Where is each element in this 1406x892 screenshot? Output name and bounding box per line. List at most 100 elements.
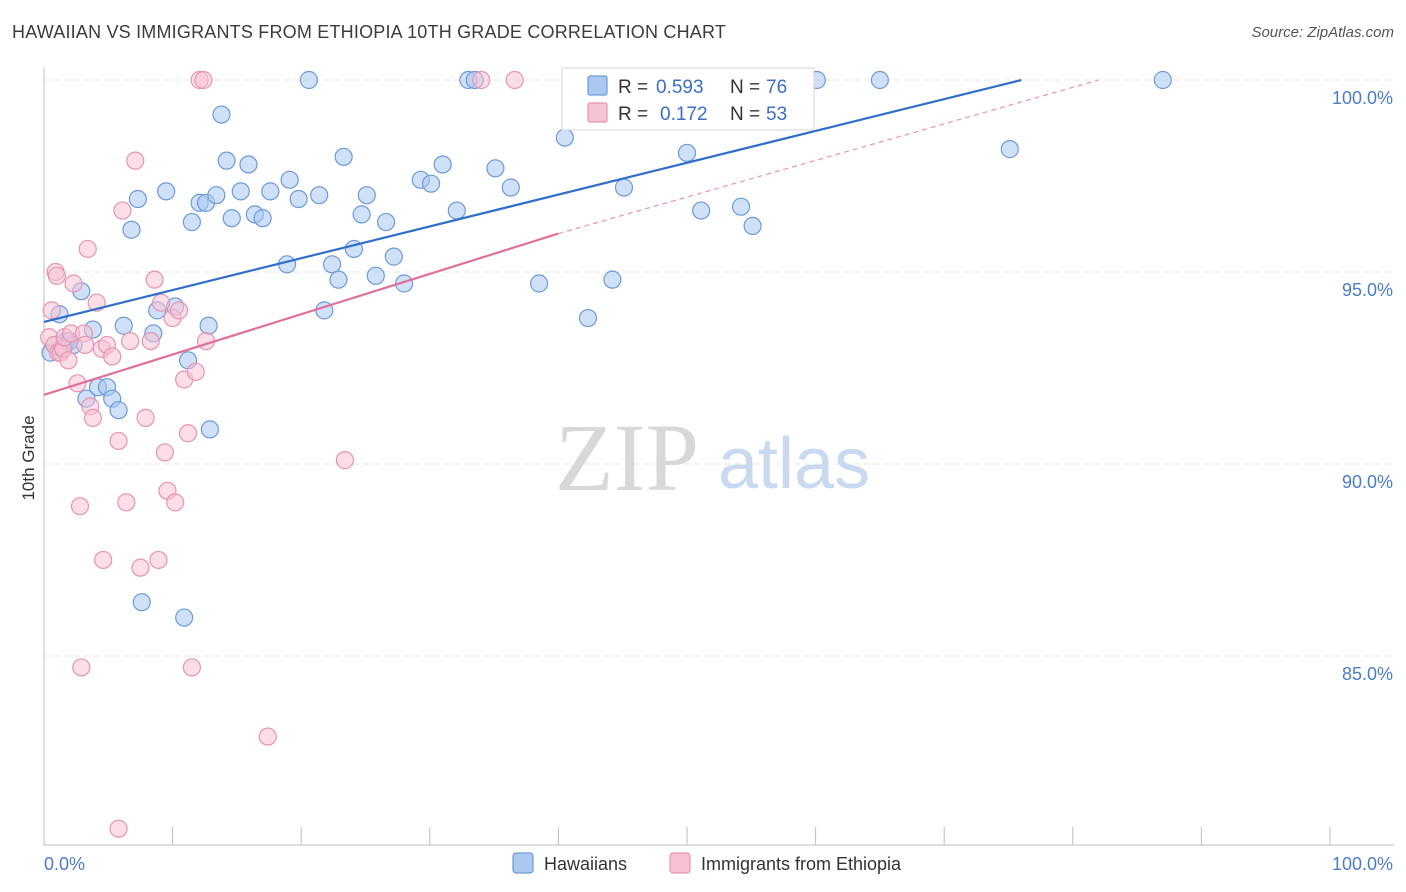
ethiopia-point (186, 362, 205, 381)
series-legend: Hawaiians Immigrants from Ethiopia (512, 852, 902, 874)
hawaiians-point (280, 170, 299, 189)
hawaiians-point (217, 151, 236, 170)
hawaiians-point (128, 189, 147, 209)
ethiopia-point (109, 819, 128, 838)
ethiopia-point (145, 270, 164, 289)
hawaiians-point (578, 308, 598, 328)
hawaiians-point (222, 209, 241, 228)
ethiopia-point (335, 451, 355, 470)
legend-n-value-1: 53 (766, 104, 787, 125)
hawaiians-point (239, 155, 258, 174)
hawaiians-points (41, 70, 1172, 627)
ethiopia-point (472, 70, 491, 90)
hawaiians-point (109, 401, 128, 420)
hawaiians-point (329, 270, 348, 289)
y-tick-label: 90.0% (1342, 472, 1393, 492)
ethiopia-point (103, 347, 122, 366)
hawaiians-point (677, 143, 697, 163)
ethiopia-point (64, 274, 83, 293)
hawaiians-point (555, 128, 574, 147)
ethiopia-point (117, 493, 136, 512)
ethiopia-point (141, 331, 160, 351)
ethiopia-point (83, 408, 102, 427)
ethiopia-point (178, 424, 198, 443)
hawaiians-point (207, 186, 226, 205)
hawaiians-point (322, 255, 342, 274)
ethiopia-point (113, 201, 132, 220)
hawaiians-point (366, 266, 385, 285)
ethiopia-point (505, 70, 524, 90)
hawaiians-trend-line (43, 78, 1022, 323)
ethiopia-point (70, 497, 90, 516)
legend-n-label-0: N = (730, 77, 760, 98)
hawaiians-point (447, 201, 466, 220)
grid-lines (44, 79, 1394, 657)
ethiopia-point (78, 239, 97, 259)
ethiopia-point (166, 493, 185, 512)
ethiopia-point (72, 658, 91, 677)
ethiopia-trend-extension (558, 79, 1099, 235)
hawaiians-point (261, 182, 280, 201)
ethiopia-point (169, 301, 189, 320)
hawaiians-point (1000, 140, 1019, 159)
hawaiians-point (870, 70, 890, 90)
hawaiians-point (114, 316, 133, 335)
ethiopia-point (136, 408, 155, 427)
chart-title: HAWAIIAN VS IMMIGRANTS FROM ETHIOPIA 10T… (12, 22, 727, 42)
hawaiians-point (200, 420, 219, 439)
hawaiians-point (433, 155, 452, 174)
bottom-legend-swatch-ethiopia (669, 852, 691, 874)
ethiopia-points (40, 70, 524, 838)
hawaiians-point (122, 220, 141, 239)
bottom-legend-swatch-hawaiians (512, 852, 534, 874)
hawaiians-point (310, 186, 329, 205)
hawaiians-point (731, 197, 751, 216)
hawaiians-point (352, 205, 371, 224)
hawaiians-point (1153, 70, 1172, 90)
ethiopia-trend-line (43, 232, 559, 396)
hawaiians-point (199, 316, 218, 335)
hawaiians-point (175, 608, 194, 627)
legend-r-label-0: R = (618, 77, 648, 98)
hawaiians-point (743, 216, 762, 236)
watermark-zip: ZIP (555, 404, 699, 511)
ethiopia-point (131, 558, 150, 577)
legend-swatch-hawaiians (587, 75, 608, 96)
hawaiians-point (486, 159, 505, 178)
legend-r-value-1: 0.172 (660, 104, 708, 125)
ethiopia-point (126, 151, 145, 170)
ethiopia-point (109, 431, 128, 451)
bottom-legend-hawaiians: Hawaiians (544, 854, 627, 874)
watermark-atlas: atlas (718, 424, 870, 504)
ethiopia-point (76, 335, 95, 355)
ethiopia-point (42, 301, 61, 320)
hawaiians-point (253, 209, 272, 228)
x-tick-label: 100.0% (1332, 854, 1393, 874)
legend-n-label-1: N = (730, 104, 760, 125)
watermark: ZIP atlas (555, 404, 870, 511)
ethiopia-point (182, 658, 201, 677)
hawaiians-point (334, 147, 353, 166)
ethiopia-point (121, 331, 140, 351)
hawaiians-point (357, 186, 376, 205)
legend-r-label-1: R = (618, 104, 648, 125)
legend-swatch-ethiopia (587, 102, 608, 123)
correlation-legend: R = 0.593 N = 76 R = 0.172 N = 53 (561, 67, 815, 131)
hawaiians-point (384, 247, 403, 266)
hawaiians-point (530, 274, 549, 293)
hawaiians-point (376, 212, 396, 232)
trend-lines (43, 78, 1099, 396)
ethiopia-point (258, 727, 277, 746)
y-tick-label: 100.0% (1332, 88, 1393, 108)
y-tick-label: 95.0% (1342, 280, 1393, 300)
chart-source: Source: ZipAtlas.com (1251, 24, 1394, 41)
ethiopia-point (194, 70, 213, 90)
hawaiians-point (182, 212, 201, 232)
hawaiians-point (603, 270, 622, 289)
y-tick-label: 85.0% (1342, 664, 1393, 684)
ethiopia-point (151, 293, 171, 312)
hawaiians-point (231, 182, 250, 201)
ethiopia-point (155, 443, 174, 462)
hawaiians-point (132, 593, 151, 612)
